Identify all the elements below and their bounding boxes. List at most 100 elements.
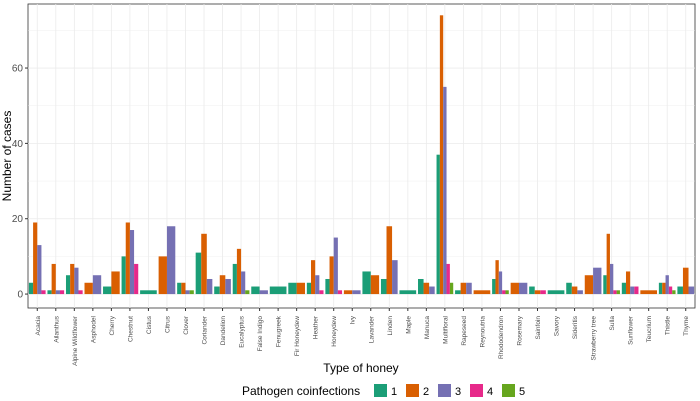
y-tick-label: 20: [12, 214, 24, 225]
bar-ailanthus-4: [59, 290, 65, 295]
bar-heather-3: [315, 275, 320, 295]
legend-key-2: [406, 384, 419, 397]
bar-fir-honeydew-2: [296, 282, 305, 295]
bar-honeydew-4: [337, 290, 343, 295]
y-axis-title: Number of cases: [0, 111, 14, 202]
bar-multifloral-2: [439, 15, 444, 295]
bar-lavander-2: [370, 275, 380, 295]
x-tick-label: Cistus: [146, 315, 153, 334]
bar-acacia-1: [28, 282, 34, 295]
bar-chestnut-4: [134, 263, 139, 295]
bar-linden-2: [386, 226, 393, 295]
bar-rosemary-3: [518, 282, 528, 295]
bar-ailanthus-1: [47, 290, 52, 295]
bar-acacia-4: [41, 290, 46, 295]
legend-label: 2: [423, 386, 429, 398]
bar-sulla-5: [616, 290, 620, 295]
gridlines: [28, 4, 695, 308]
bar-sainfoin-1: [529, 286, 535, 295]
bar-multifloral-3: [443, 86, 447, 295]
bar-sunflower-1: [621, 282, 626, 295]
bar-sunflower-4: [634, 286, 639, 295]
plot-panel: [27, 3, 696, 309]
bar-thistle-2: [662, 282, 666, 295]
bar-thistle-1: [658, 282, 663, 295]
bar-asphodel-3: [92, 275, 102, 295]
x-tick-label: Chestnut: [127, 316, 134, 342]
bar-thyme-1: [677, 286, 683, 295]
bar-dandelion-2: [219, 275, 226, 295]
bar-clover-3: [185, 290, 190, 295]
bar-citrus-3: [166, 226, 176, 295]
x-tick-label: Fenugreek: [276, 315, 283, 347]
bar-thistle-5: [672, 290, 676, 295]
bar-fir-honeydew-1: [288, 282, 297, 295]
x-tick-label: Linden: [387, 316, 394, 336]
x-tick-label: Rhododendron: [498, 316, 505, 359]
bar-alpine-wildflower-3: [74, 267, 79, 295]
bar-sulla-3: [609, 263, 614, 295]
bar-chestnut-1: [121, 256, 126, 295]
x-tick-label: Thyme: [683, 316, 690, 336]
bar-thistle-4: [668, 286, 673, 295]
x-axis: Acacia Ailanthus Alpine Wildflower Asphodel…: [35, 308, 690, 366]
legend-label: 4: [487, 386, 493, 398]
bar-heather-4: [319, 290, 324, 295]
bar-teucrium-2: [640, 290, 658, 295]
bar-rhododendron-5: [505, 290, 509, 295]
x-tick-label: Rosemary: [516, 315, 523, 345]
bar-eucalyptus-2: [236, 248, 242, 295]
bar-multifloral-4: [446, 263, 450, 295]
bar-clover-2: [181, 282, 186, 295]
bar-rhododendron-2: [495, 260, 499, 295]
bar-alpine-wildflower-1: [65, 275, 71, 295]
bar-sideritis-2: [571, 286, 578, 295]
x-tick-label: Sideritis: [572, 315, 579, 339]
x-tick-label: Alpine Wildflower: [72, 315, 79, 366]
bar-rhododendron-3: [498, 271, 503, 295]
y-tick-label: 40: [12, 139, 24, 150]
bar-rapeseed-1: [455, 290, 461, 295]
bar-multifloral-1: [436, 154, 440, 295]
bar-chestnut-2: [125, 222, 130, 295]
bar-chestnut-3: [129, 230, 135, 295]
bar-multifloral-5: [449, 282, 454, 295]
x-tick-label: Multifloral: [442, 315, 449, 343]
bar-heather-1: [306, 282, 312, 295]
bar-rhododendron-4: [502, 290, 506, 295]
bar-cherry-2: [111, 271, 120, 295]
legend-key-5: [502, 384, 515, 397]
bar-cherry-1: [103, 286, 112, 295]
y-tick-label: 0: [17, 290, 23, 301]
x-tick-label: Cherry: [109, 315, 116, 335]
x-tick-label: Reynoutria: [479, 316, 486, 348]
x-tick-label: Thistle: [665, 316, 672, 336]
bar-fenugreek-1: [269, 286, 287, 295]
x-tick-label: Strawberry tree: [591, 316, 598, 361]
bar-false-indigo-3: [259, 290, 268, 295]
bar-rapeseed-2: [460, 282, 467, 295]
bar-sulla-2: [606, 233, 610, 295]
bar-honeydew-3: [333, 237, 338, 295]
legend-label: 5: [519, 386, 525, 398]
bar-manuca-3: [429, 286, 435, 295]
bar-strawberry-tree-2: [584, 275, 594, 295]
legend-title: Pathogen coinfections: [242, 384, 360, 398]
bar-acacia-2: [33, 222, 38, 295]
x-tick-label: Eucalyptus: [239, 315, 246, 348]
x-tick-label: False Indigo: [257, 316, 264, 352]
bar-sainfoin-2: [534, 290, 541, 295]
legend-key-3: [438, 384, 451, 397]
bar-maple-1: [399, 290, 417, 295]
legend-key-1: [374, 384, 387, 397]
bar-reynoutria-2: [473, 290, 491, 295]
bar-rapeseed-3: [466, 282, 472, 295]
bar-linden-3: [392, 260, 398, 295]
bar-ivy-2: [343, 290, 353, 295]
bar-false-indigo-1: [251, 286, 260, 295]
bar-sulla-4: [613, 290, 617, 295]
bar-heather-2: [311, 260, 316, 295]
bar-lavander-1: [362, 271, 371, 295]
bar-linden-1: [380, 278, 387, 295]
bar-sulla-1: [603, 275, 607, 295]
